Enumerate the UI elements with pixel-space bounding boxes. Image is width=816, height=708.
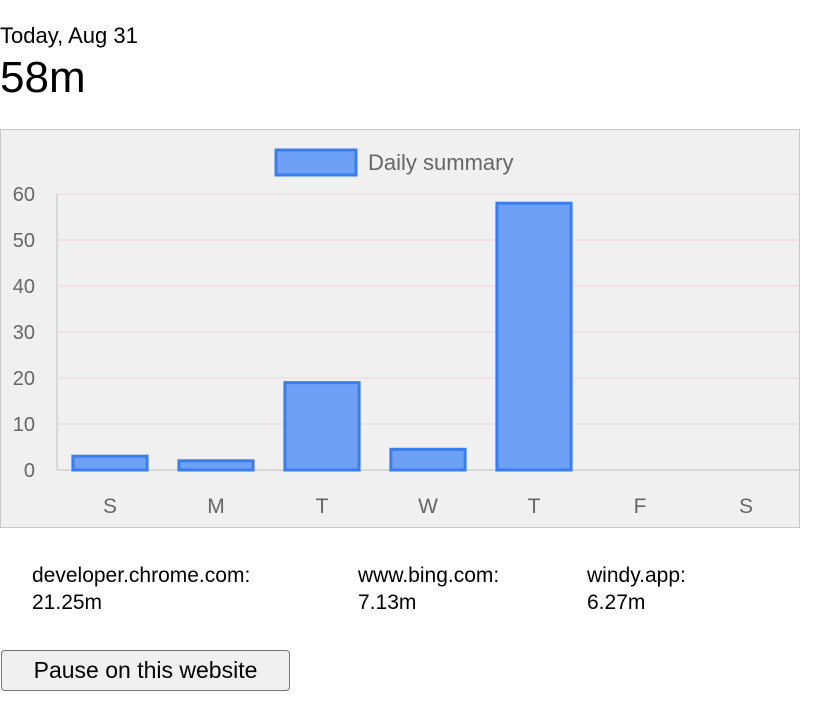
pause-on-website-button[interactable]: Pause on this website: [1, 650, 290, 691]
y-tick-label: 60: [13, 184, 35, 206]
site-domain: developer.chrome.com:: [32, 564, 251, 587]
site-time: 6.27m: [587, 591, 646, 614]
x-tick-label: T: [528, 495, 541, 518]
site-item: windy.app: 6.27m: [587, 562, 686, 616]
legend-label: Daily summary: [368, 150, 513, 175]
site-item: developer.chrome.com: 21.25m: [32, 562, 250, 616]
y-tick-label: 50: [13, 230, 35, 252]
x-tick-label: W: [418, 495, 438, 518]
y-tick-label: 10: [13, 414, 35, 436]
legend-swatch: [274, 148, 358, 177]
x-tick-label: M: [207, 495, 225, 518]
bar: [495, 201, 573, 472]
chart-svg: 0 10 20 30 40 50 60 S M T W T F S Daily summary: [13, 148, 799, 518]
site-time: 21.25m: [32, 591, 103, 614]
site-domain: www.bing.com:: [358, 564, 500, 587]
bar: [177, 459, 255, 472]
x-tick-label: T: [316, 495, 329, 518]
x-tick-label: F: [634, 495, 647, 518]
y-tick-label: 40: [13, 276, 35, 298]
site-time: 7.13m: [358, 591, 417, 614]
site-domain: windy.app:: [587, 564, 686, 587]
x-tick-label: S: [103, 495, 117, 518]
y-tick-label: 20: [13, 368, 35, 390]
bar: [71, 454, 149, 472]
total-time: 58m: [0, 53, 86, 102]
y-tick-label: 30: [13, 322, 35, 344]
x-tick-label: S: [739, 495, 753, 518]
date-label: Today, Aug 31: [0, 23, 138, 48]
bar: [389, 447, 467, 472]
y-tick-label: 0: [24, 460, 35, 482]
daily-summary-chart: 0 10 20 30 40 50 60 S M T W T F S Daily summary: [0, 129, 800, 528]
bar: [283, 381, 361, 472]
site-item: www.bing.com: 7.13m: [358, 562, 499, 616]
